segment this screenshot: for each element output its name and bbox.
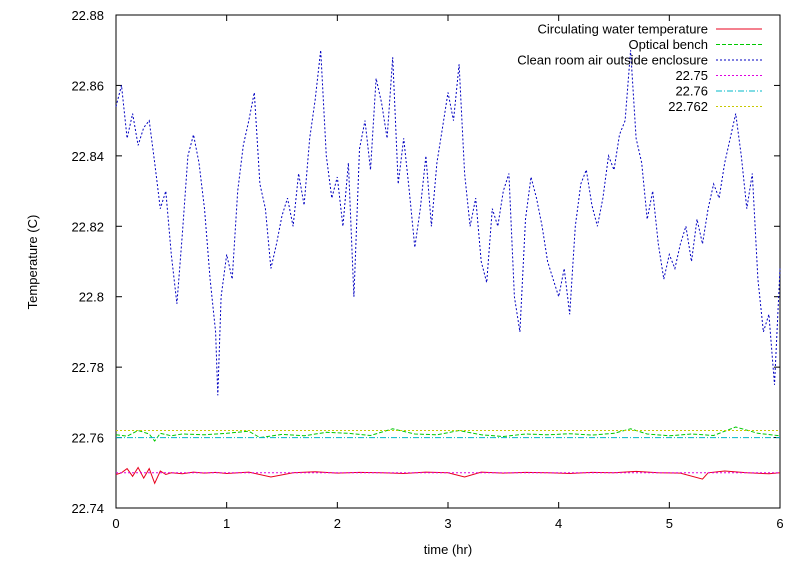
legend-label: 22.75: [675, 68, 708, 83]
y-tick-label: 22.74: [71, 501, 104, 516]
legend-label: Clean room air outside enclosure: [517, 53, 708, 68]
legend-label: Circulating water temperature: [537, 22, 708, 37]
y-tick-label: 22.76: [71, 431, 104, 446]
x-tick-label: 1: [223, 516, 230, 531]
legend-label: 22.76: [675, 84, 708, 99]
x-tick-label: 2: [334, 516, 341, 531]
x-tick-label: 5: [666, 516, 673, 531]
series-line-3: [115, 50, 781, 396]
x-tick-label: 4: [555, 516, 562, 531]
y-tick-label: 22.8: [79, 290, 104, 305]
series-layer: [115, 50, 781, 485]
y-tick-label: 22.84: [71, 149, 104, 164]
y-axis-label: Temperature (C): [25, 215, 40, 310]
legend-label: Optical bench: [629, 37, 709, 52]
y-tick-label: 22.88: [71, 8, 104, 23]
series-line-2: [115, 426, 781, 442]
y-tick-label: 22.78: [71, 360, 104, 375]
x-axis-label: time (hr): [424, 542, 472, 557]
legend-label: 22.762: [668, 99, 708, 114]
x-tick-label: 6: [776, 516, 783, 531]
y-tick-label: 22.82: [71, 219, 104, 234]
y-tick-label: 22.86: [71, 78, 104, 93]
series-line-1: [115, 466, 781, 485]
x-tick-label: 0: [112, 516, 119, 531]
x-tick-label: 3: [444, 516, 451, 531]
